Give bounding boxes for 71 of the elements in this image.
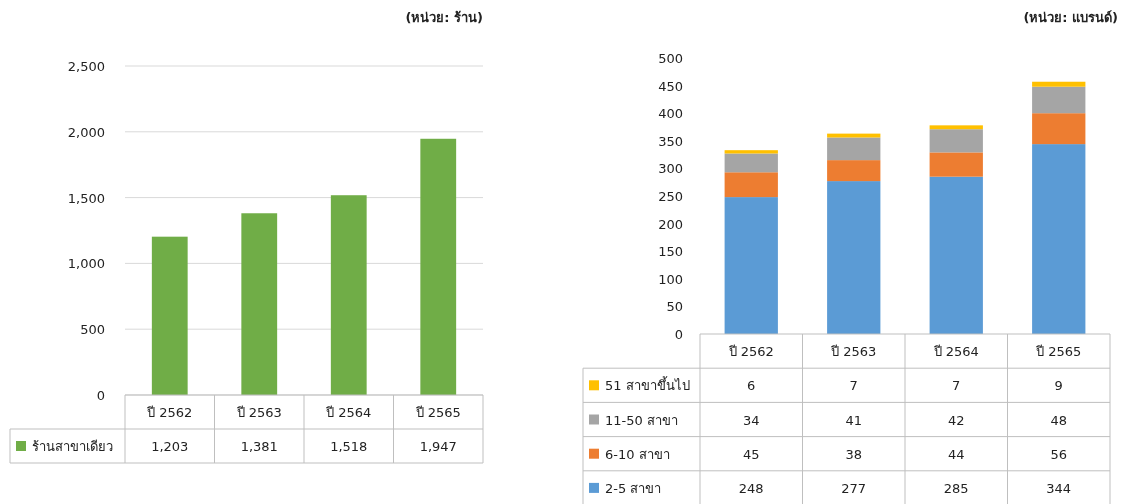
data-label: 1,947 <box>419 439 457 454</box>
legend-label: 2-5 สาขา <box>605 480 662 496</box>
bar <box>827 181 881 334</box>
y-tick-label: 350 <box>658 133 683 149</box>
y-tick-label: 250 <box>658 189 683 204</box>
legend-label: 51 สาขาขึ้นไป <box>605 376 690 394</box>
y-tick-label: 0 <box>96 388 105 403</box>
bar <box>724 197 778 334</box>
text: (หน่วย: แบรนด์) <box>1023 10 1118 25</box>
x-tick-label: ปี 2565 <box>414 405 461 420</box>
data-label: 34 <box>742 412 760 428</box>
data-label: 344 <box>1046 480 1072 496</box>
x-tick-label: ปี 2564 <box>325 405 372 420</box>
bar <box>929 176 983 334</box>
bar <box>724 150 778 154</box>
y-tick-label: 0 <box>674 327 683 342</box>
data-label: 6 <box>747 378 756 394</box>
y-tick-label: 300 <box>658 161 683 177</box>
x-tick-label: ปี 2564 <box>932 344 979 360</box>
bar <box>330 195 367 395</box>
x-tick-label: ปี 2562 <box>146 405 193 420</box>
x-tick-label: ปี 2562 <box>727 344 774 360</box>
data-label: 1,518 <box>330 439 368 454</box>
data-label: 1,381 <box>240 439 278 454</box>
y-tick-label: 50 <box>666 299 683 315</box>
y-tick-label: 500 <box>80 322 105 338</box>
data-label: 248 <box>738 480 764 496</box>
data-label: 38 <box>845 446 863 462</box>
y-tick-label: 1,500 <box>67 190 105 206</box>
x-tick-label: ปี 2563 <box>235 405 282 420</box>
data-label: 41 <box>845 412 863 428</box>
data-label: 277 <box>841 480 867 496</box>
legend-label: 6-10 สาขา <box>605 446 670 462</box>
bar <box>1032 86 1086 114</box>
y-tick-label: 450 <box>658 78 683 94</box>
legend-label: ร้านสาขาเดียว <box>32 439 113 454</box>
bar <box>827 160 881 182</box>
y-tick-label: 400 <box>658 106 683 122</box>
data-label: 56 <box>1050 446 1068 462</box>
data-label: 1,203 <box>151 439 189 454</box>
bar <box>241 213 278 395</box>
bar <box>1032 81 1086 87</box>
bar <box>1032 144 1086 334</box>
bar <box>151 236 188 395</box>
y-tick-label: 200 <box>658 216 683 232</box>
bar <box>724 153 778 173</box>
text: (หน่วย: ร้าน) <box>405 10 483 25</box>
bar <box>724 172 778 198</box>
x-tick-label: ปี 2563 <box>830 344 877 360</box>
bar <box>827 137 881 161</box>
y-tick-label: 150 <box>658 244 683 260</box>
data-label: 42 <box>947 412 965 428</box>
y-tick-label: 2,500 <box>67 59 105 74</box>
bar <box>929 152 983 177</box>
bar <box>420 138 457 395</box>
y-tick-label: 500 <box>658 51 683 66</box>
data-label: 285 <box>943 480 969 496</box>
data-label: 7 <box>849 378 858 394</box>
data-label: 45 <box>742 446 760 462</box>
data-label: 7 <box>952 378 961 394</box>
y-tick-label: 1,000 <box>67 256 105 272</box>
y-tick-label: 100 <box>658 271 683 287</box>
x-tick-label: ปี 2565 <box>1035 344 1082 360</box>
legend-label: 11-50 สาขา <box>605 412 678 428</box>
data-label: 48 <box>1050 412 1068 428</box>
data-label: 9 <box>1054 378 1063 394</box>
bar <box>929 129 983 153</box>
y-tick-label: 2,000 <box>67 124 105 140</box>
bar <box>1032 113 1086 145</box>
bar <box>929 125 983 130</box>
data-label: 44 <box>947 446 965 462</box>
